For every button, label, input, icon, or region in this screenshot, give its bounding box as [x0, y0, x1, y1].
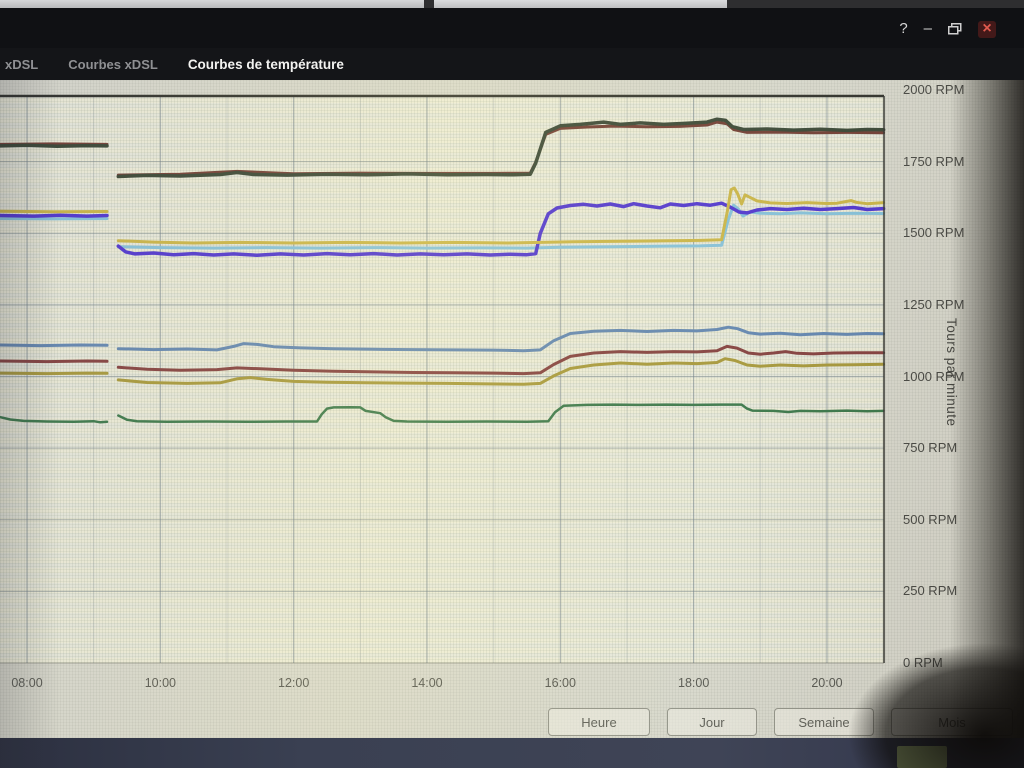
x-tick-label: 18:00 — [678, 676, 710, 690]
y-tick-label: 1750 RPM — [903, 153, 965, 169]
taskbar — [0, 738, 1024, 768]
help-icon[interactable]: ? — [899, 20, 908, 37]
photo-top-strip — [0, 0, 1024, 9]
range-button-group: Heure Jour Semaine Mois — [548, 708, 1013, 736]
minimize-icon[interactable]: – — [923, 20, 932, 37]
tab-courbes-temperature[interactable]: Courbes de température — [187, 56, 344, 72]
semaine-button[interactable]: Semaine — [774, 708, 874, 736]
window-controls: ? – × — [899, 20, 996, 38]
y-tick-label: 2000 RPM — [903, 82, 965, 97]
heure-button[interactable]: Heure — [548, 708, 650, 736]
main-content: 2000 RPM 1750 RPM 1500 RPM 1250 RPM 1000 RPM… — [0, 80, 1024, 738]
taskbar-item[interactable] — [897, 746, 947, 768]
x-tick-label: 10:00 — [144, 676, 176, 690]
y-tick-label: 500 RPM — [903, 511, 958, 527]
x-tick-label: 12:00 — [278, 676, 310, 690]
close-icon[interactable]: × — [978, 20, 996, 38]
tab-xdsl[interactable]: xDSL — [5, 56, 39, 72]
y-tick-label: 250 RPM — [903, 583, 958, 599]
y-tick-label: 750 RPM — [903, 440, 958, 456]
mois-button[interactable]: Mois — [891, 708, 1013, 736]
x-tick-label: 20:00 — [811, 676, 843, 690]
y-axis-title: Tours par minute — [944, 318, 959, 427]
restore-icon[interactable] — [948, 20, 962, 38]
x-tick-label: 16:00 — [544, 676, 576, 690]
tab-courbes-xdsl[interactable]: Courbes xDSL — [68, 56, 158, 72]
y-tick-label: 1250 RPM — [903, 296, 965, 312]
x-tick-label: 14:00 — [411, 676, 443, 690]
chart-plot-area — [0, 96, 884, 663]
y-tick-label: 1000 RPM — [903, 368, 965, 384]
title-bar: ? – × — [0, 8, 1024, 48]
x-tick-label: 08:00 — [11, 676, 43, 690]
tab-bar: xDSL Courbes xDSL Courbes de température — [0, 48, 1024, 80]
jour-button[interactable]: Jour — [667, 708, 757, 736]
y-tick-label: 1500 RPM — [903, 225, 965, 241]
y-tick-label: 0 RPM — [903, 655, 943, 670]
